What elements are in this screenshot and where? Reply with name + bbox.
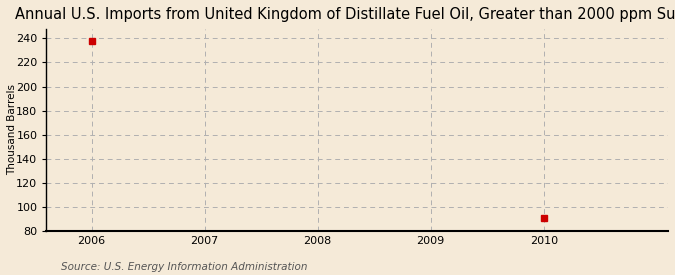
- Y-axis label: Thousand Barrels: Thousand Barrels: [7, 84, 17, 175]
- Text: Source: U.S. Energy Information Administration: Source: U.S. Energy Information Administ…: [61, 262, 307, 272]
- Title: Annual U.S. Imports from United Kingdom of Distillate Fuel Oil, Greater than 200: Annual U.S. Imports from United Kingdom …: [15, 7, 675, 22]
